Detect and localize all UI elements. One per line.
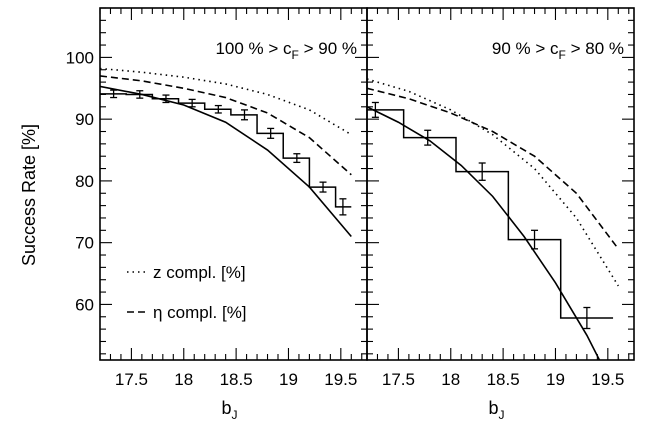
error-bar xyxy=(531,229,539,250)
error-bar xyxy=(214,104,222,114)
error-bar xyxy=(293,153,301,164)
panel-annotation: 100 % > cF > 90 % xyxy=(215,39,357,62)
x-tick-label: 18 xyxy=(441,370,460,389)
x-tick-label: 18.5 xyxy=(487,370,520,389)
series-dotted-line xyxy=(100,67,352,136)
y-tick-label: 70 xyxy=(75,234,94,253)
chart-panels: 17.5 18 18.5 19 19.5 60 70 80 90 100 bJ 100 % > cF … xyxy=(66,7,635,422)
y-tick-label: 100 xyxy=(66,48,94,67)
x-tick-label: 19.5 xyxy=(591,370,624,389)
y-tick-label: 80 xyxy=(75,172,94,191)
legend-label-eta: η compl. [%] xyxy=(153,303,247,322)
error-bar xyxy=(267,127,275,139)
series-dotted-line xyxy=(367,78,619,287)
x-axis-label: bJ xyxy=(221,398,237,422)
x-tick-label: 19 xyxy=(279,370,298,389)
series-dashed-line xyxy=(100,75,352,176)
error-bar xyxy=(478,162,486,181)
panel-annotation: 90 % > cF > 80 % xyxy=(492,39,624,62)
legend: z compl. [%] η compl. [%] xyxy=(127,263,247,322)
y-tick-label: 60 xyxy=(75,295,94,314)
histogram-step xyxy=(100,93,352,208)
legend-label-z: z compl. [%] xyxy=(153,263,246,282)
error-bar xyxy=(188,98,196,108)
error-bar xyxy=(339,198,347,216)
error-bar xyxy=(240,109,248,121)
error-bar xyxy=(583,306,591,330)
x-tick-label: 19.5 xyxy=(324,370,357,389)
histogram-step xyxy=(367,109,614,319)
panel-2: 17.5 18 18.5 19 19.5 bJ 90 % > cF > 80 % xyxy=(366,7,635,422)
series-solid-line xyxy=(367,106,601,360)
panel-1: 17.5 18 18.5 19 19.5 60 70 80 90 100 bJ 100 % > cF … xyxy=(66,7,368,422)
x-tick-label: 17.5 xyxy=(382,370,415,389)
error-bar xyxy=(110,89,118,99)
error-bar xyxy=(424,129,432,146)
x-axis-label: bJ xyxy=(488,398,504,422)
x-tick-label: 18 xyxy=(174,370,193,389)
x-tick-label: 19 xyxy=(546,370,565,389)
series-dashed-line xyxy=(367,87,619,250)
y-axis-label: Success Rate [%] xyxy=(19,124,39,266)
panel-frame xyxy=(366,7,635,361)
y-tick-label: 90 xyxy=(75,110,94,129)
error-bar xyxy=(319,181,327,193)
error-bar xyxy=(371,101,379,118)
x-tick-label: 18.5 xyxy=(220,370,253,389)
x-tick-label: 17.5 xyxy=(115,370,148,389)
error-bar xyxy=(162,94,170,104)
error-bar xyxy=(136,90,144,99)
